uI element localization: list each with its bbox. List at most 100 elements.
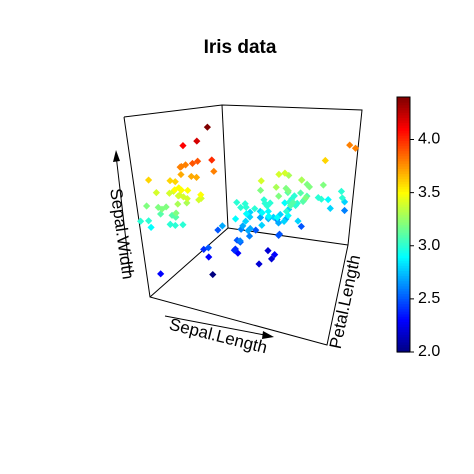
colorbar-swatch [397, 329, 410, 333]
colorbar-swatch [397, 191, 410, 195]
colorbar-swatch [397, 331, 410, 335]
colorbar-swatch [397, 344, 410, 348]
colorbar-swatch [397, 232, 410, 236]
colorbar-swatch [397, 130, 410, 134]
point [209, 270, 217, 279]
colorbar-swatch [397, 137, 410, 141]
colorbar-swatch [397, 237, 410, 241]
point [319, 181, 327, 189]
point [237, 203, 245, 212]
colorbar-swatch [397, 301, 410, 305]
colorbar-swatch [397, 339, 410, 343]
point [263, 202, 271, 210]
point [218, 222, 226, 230]
point [256, 186, 265, 194]
colorbar-swatch [397, 239, 410, 243]
point [244, 227, 252, 235]
colorbar-swatch [397, 109, 410, 113]
point [145, 217, 153, 225]
colorbar-swatch [397, 145, 410, 149]
point [302, 194, 310, 202]
colorbar-swatch [397, 127, 410, 131]
colorbar-swatch [397, 196, 410, 200]
x-axis-label: Sepal.Length [167, 315, 269, 358]
z-axis-label: Sepal.Width [106, 187, 138, 280]
colorbar-swatch [397, 321, 410, 325]
point [289, 198, 297, 207]
colorbar-swatch [397, 168, 410, 172]
point [192, 173, 201, 181]
point [177, 186, 185, 194]
point [280, 217, 288, 226]
z-arrow [115, 154, 131, 276]
point [230, 246, 238, 254]
colorbar-swatch [397, 250, 410, 254]
point [276, 210, 284, 219]
point [264, 247, 272, 255]
colorbar-swatch [397, 280, 410, 284]
colorbar-swatch [397, 326, 410, 330]
point [255, 260, 263, 268]
colorbar-swatch [397, 125, 410, 129]
point [258, 209, 266, 217]
colorbar-swatch [397, 114, 410, 118]
point [258, 221, 266, 229]
colorbar-swatch [397, 290, 410, 294]
point [267, 255, 276, 263]
colorbar-swatch [397, 267, 410, 271]
colorbar-swatch [397, 99, 410, 103]
point [324, 196, 332, 204]
colorbar-swatch [397, 158, 410, 162]
point [346, 141, 354, 149]
point [252, 226, 260, 234]
colorbar-swatch [397, 97, 410, 101]
colorbar-swatch [397, 247, 410, 251]
point [287, 201, 295, 210]
colorbar-swatch [397, 112, 410, 116]
colorbar-swatch [397, 298, 410, 302]
box-edge [149, 227, 229, 298]
colorbar-swatch [397, 211, 410, 215]
point [177, 170, 185, 179]
colorbar-swatch [397, 153, 410, 157]
colorbar-swatch [397, 204, 410, 208]
colorbar-swatch [397, 170, 410, 175]
point [321, 156, 329, 165]
point [271, 251, 279, 259]
point [172, 209, 180, 217]
axis-arrows [113, 150, 274, 339]
colorbar-swatch [397, 346, 410, 351]
point [179, 141, 187, 150]
point [284, 187, 292, 195]
point [147, 223, 155, 231]
point [171, 178, 179, 186]
point [184, 186, 192, 195]
colorbar-tick-label: 3.0 [418, 237, 440, 254]
point [210, 167, 218, 175]
colorbar-swatch [397, 244, 410, 249]
point [157, 270, 165, 278]
point [294, 217, 302, 225]
colorbar-tick-label: 2.0 [418, 343, 440, 360]
point [208, 156, 216, 164]
point [172, 213, 180, 221]
colorbar-swatch [397, 206, 410, 210]
colorbar-swatch [397, 181, 410, 185]
colorbar-swatch [397, 132, 410, 136]
colorbar-swatch [397, 224, 410, 228]
colorbar-swatch [397, 288, 410, 292]
colorbar-swatch [397, 119, 410, 124]
colorbar-swatch [397, 176, 410, 180]
colorbar-swatch [397, 255, 410, 259]
box-edge [221, 104, 229, 229]
chart-title: Iris data [204, 37, 277, 58]
point [274, 219, 283, 227]
point [266, 199, 274, 207]
colorbar-swatch [397, 160, 410, 164]
colorbar-swatch [397, 135, 410, 139]
colorbar-swatch [397, 234, 410, 238]
colorbar-swatch [397, 227, 410, 231]
colorbar-swatch [397, 165, 410, 169]
colorbar-swatch [397, 303, 410, 307]
colorbar-swatch [397, 334, 410, 338]
